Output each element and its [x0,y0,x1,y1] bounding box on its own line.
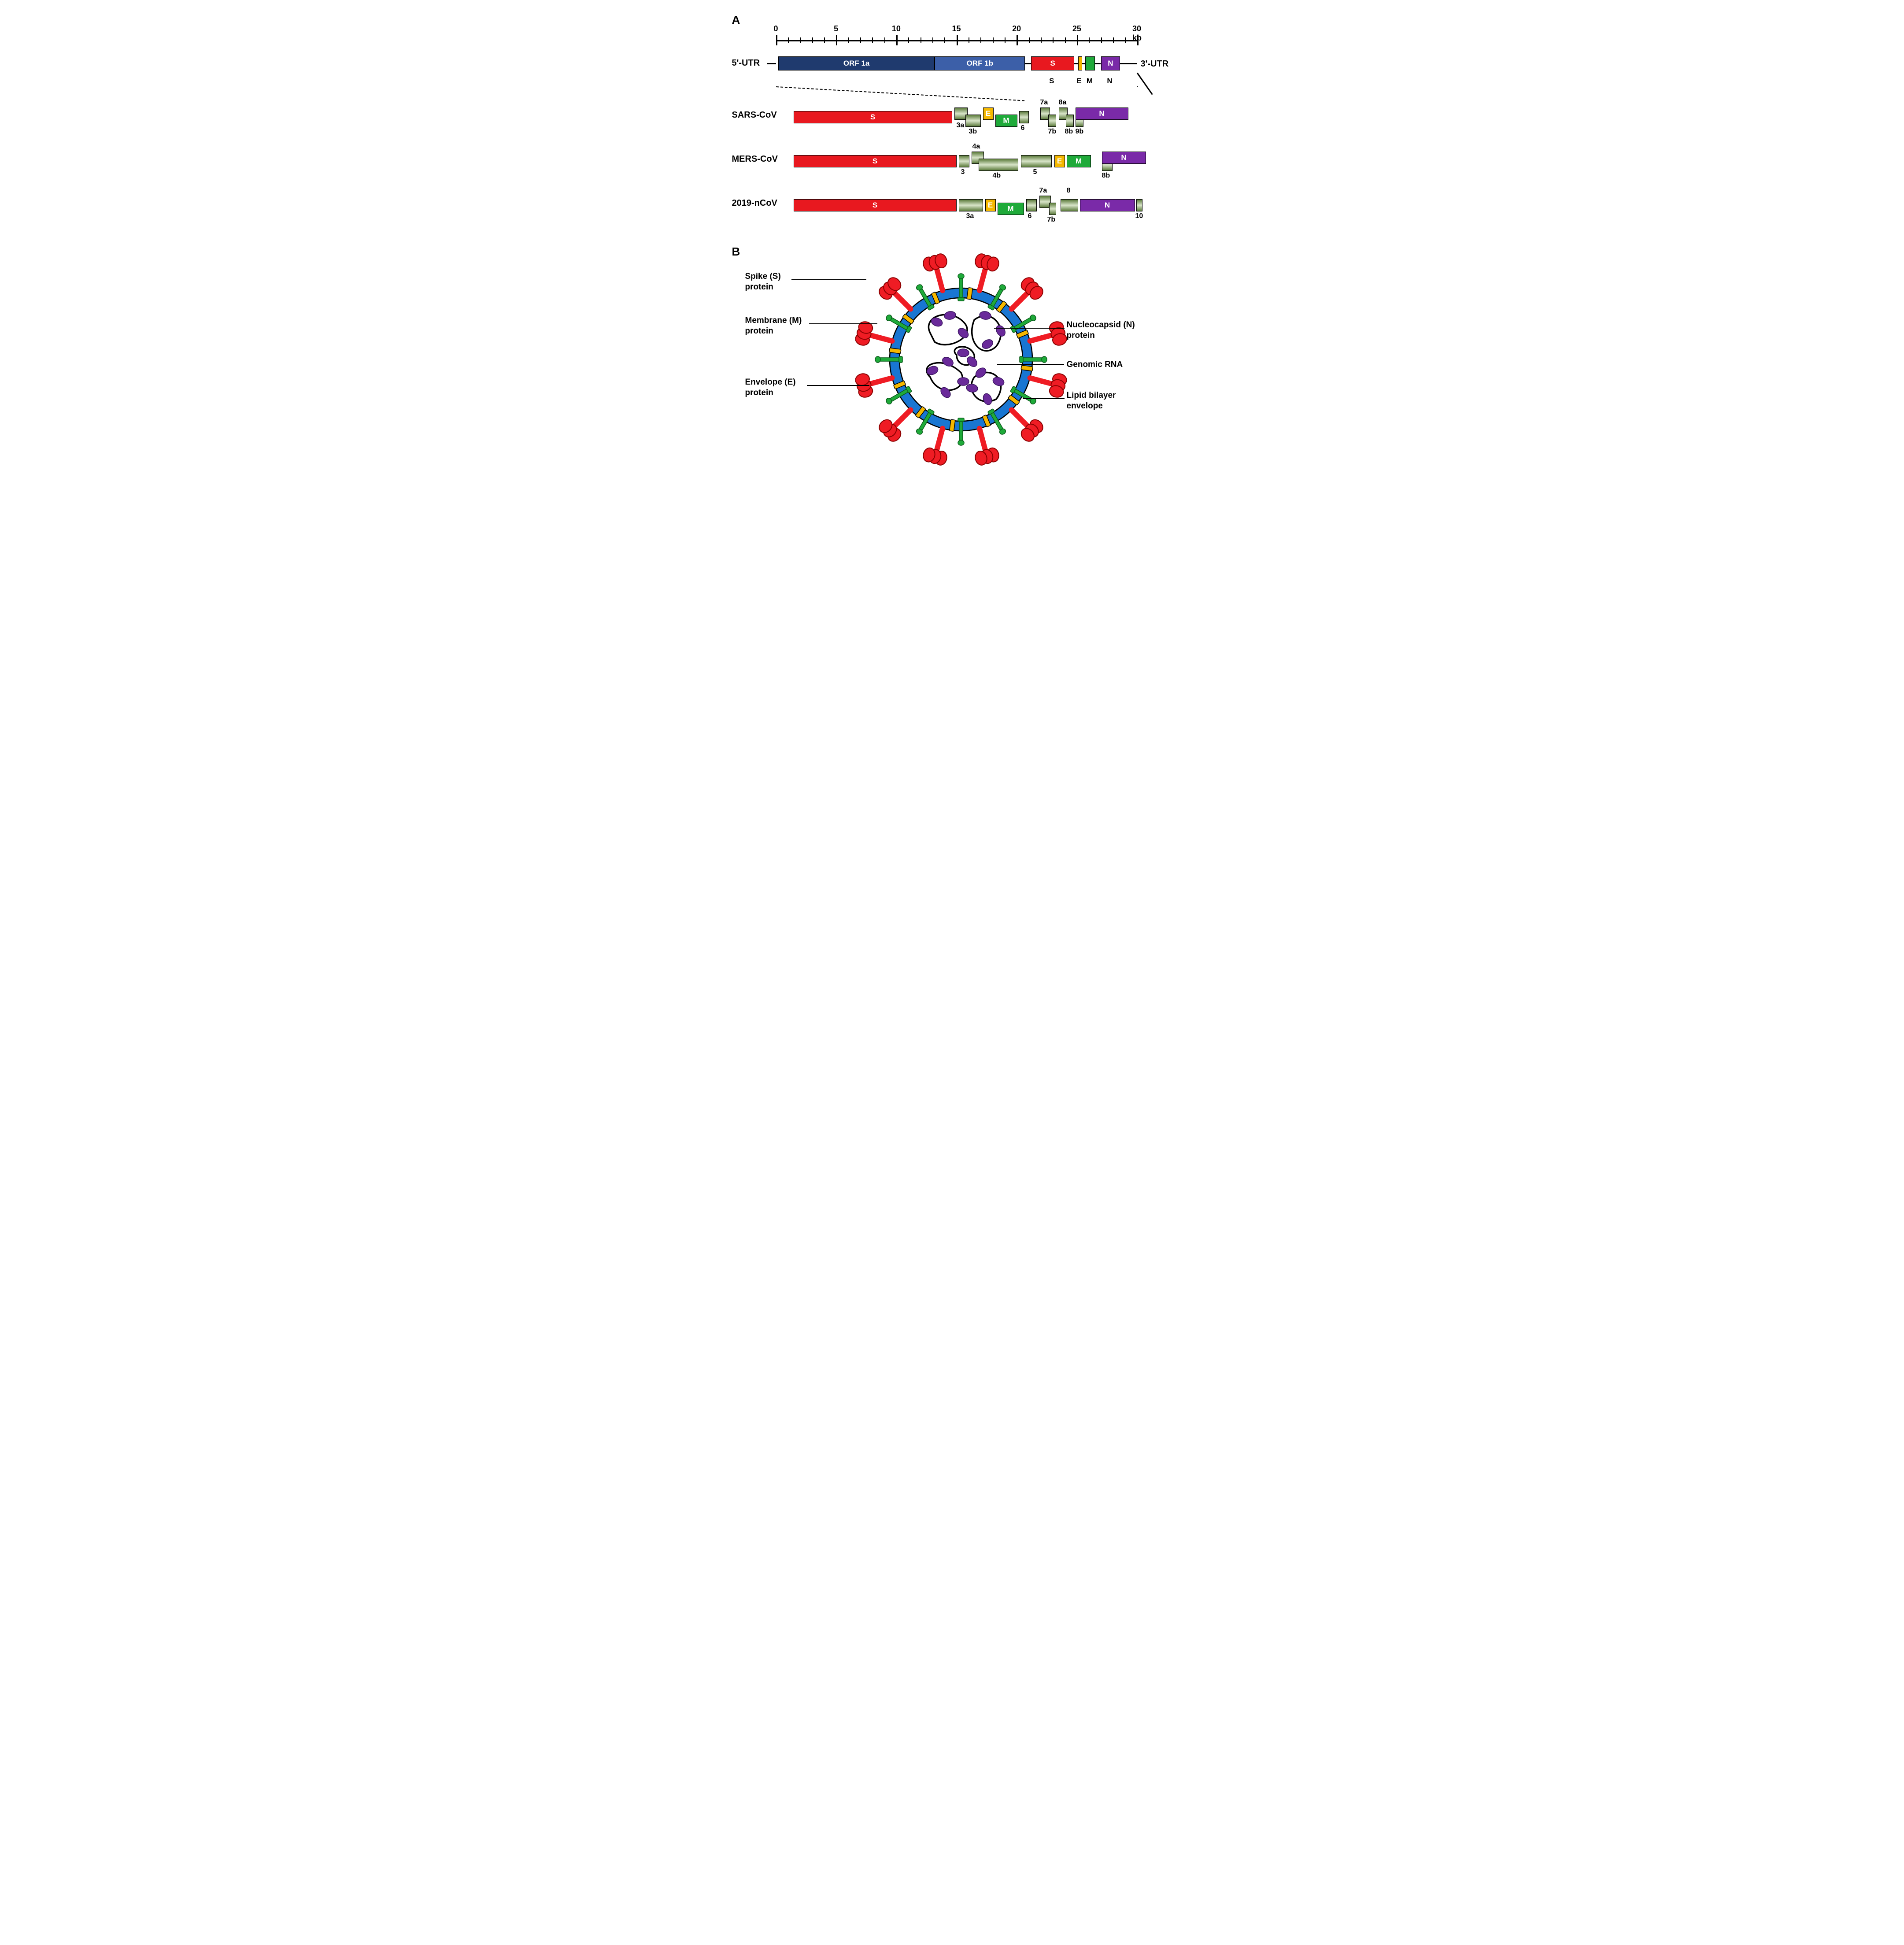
gene-segment [1019,111,1029,123]
panel-a-label: A [732,13,740,26]
gene-segment [1026,199,1037,211]
species-track: S3aEM67a7b8N10 [794,192,1155,219]
gene-segment [1136,199,1142,211]
ruler-tick-label: 15 [952,24,961,33]
gene-segment: M [998,203,1024,215]
orf-label: 6 [1028,212,1032,220]
genome-block: S [1031,56,1074,70]
species-row: MERS-CoVS34a4b5EM8bN [732,148,1172,174]
gene-segment [1066,115,1074,127]
species-row: 2019-nCoVS3aEM67a7b8N10 [732,192,1172,219]
nucleocapsid-line [994,328,1065,329]
orf-label: 4a [972,143,980,151]
panel-b: B Spike (S)protein Membrane (M)protein E… [732,245,1172,492]
rna-label: Genomic RNA [1067,359,1123,370]
envelope-line [807,385,869,386]
orf-label: 4b [993,172,1001,180]
genome-block [1085,56,1095,70]
gene-segment: S [794,111,952,123]
gene-segment [1021,155,1052,167]
envelope-label: Envelope (E)protein [745,377,796,398]
expansion-lines [776,86,1137,104]
kb-ruler: 051015202530 kb [776,27,1137,53]
gene-segment [965,115,981,127]
orf-label: 7a [1039,187,1047,195]
orf-label: 9b [1076,128,1084,136]
genome-block: N [1101,56,1120,70]
ruler-tick-label: 5 [834,24,838,33]
orf-label: 7b [1047,216,1056,224]
gene-segment: N [1102,152,1146,164]
orf-label: 7b [1048,128,1057,136]
gene-segment [979,159,1018,171]
ruler-tick-label: 10 [892,24,901,33]
gene-segment: M [1067,155,1091,167]
orf-label: 10 [1135,212,1143,220]
gene-segment: E [985,199,996,211]
genome-block-label: E [1076,77,1081,85]
species-track: S3a3bEM67a7b8a8b9bN [794,104,1155,130]
orf-label: 8b [1102,172,1110,180]
gene-segment: M [995,115,1017,127]
panel-b-label: B [732,245,740,259]
species-name: MERS-CoV [732,154,778,164]
orf-label: 3b [969,128,977,136]
orf-label: 8a [1059,99,1067,107]
spike-label: Spike (S)protein [745,271,781,293]
utr3-label: 3'-UTR [1141,59,1169,69]
ruler-tick-label: 30 kb [1132,24,1142,43]
genome-overview-track: ORF 1aORF 1b S N 3'-UTR [776,56,1172,70]
panel-a: A 051015202530 kb 5'-UTR ORF 1aORF 1bSN3… [732,13,1172,219]
species-row: SARS-CoVS3a3bEM67a7b8a8b9bN [732,104,1172,130]
orf-label: 7a [1040,99,1048,107]
species-container: SARS-CoVS3a3bEM67a7b8a8b9bNMERS-CoVS34a4… [732,104,1172,219]
genome-block-label: M [1087,77,1093,85]
species-name: 2019-nCoV [732,198,777,208]
gene-segment: E [1054,155,1065,167]
genome-overview-labels: S EM N [776,77,1137,86]
ruler-tick-label: 0 [773,24,778,33]
genome-block: ORF 1b [935,56,1025,70]
genome-block: ORF 1a [778,56,935,70]
nucleocapsid-label: Nucleocapsid (N)protein [1067,320,1135,341]
bilayer-line [1023,398,1065,399]
spike-line [791,279,866,280]
figure: A 051015202530 kb 5'-UTR ORF 1aORF 1bSN3… [732,13,1172,492]
species-track: S34a4b5EM8bN [794,148,1155,174]
orf-label: 3a [957,122,965,130]
genome-block [1078,56,1083,70]
gene-segment [959,155,969,167]
bilayer-label: Lipid bilayerenvelope [1067,390,1116,411]
gene-segment: S [794,155,957,167]
orf-label: 3a [966,212,974,220]
genome-overview-row: 5'-UTR ORF 1aORF 1bSN3'-UTR [732,53,1172,73]
gene-segment: S [794,199,957,211]
orf-label: 8b [1065,128,1073,136]
genome-block-label: S [1049,77,1054,85]
gene-segment [959,199,983,211]
expansion-right-line [1136,73,1153,95]
species-name: SARS-CoV [732,110,777,120]
orf-label: 6 [1021,124,1025,132]
gene-segment [1048,115,1056,127]
membrane-label: Membrane (M)protein [745,315,802,337]
gene-segment: N [1080,199,1135,211]
gene-segment [1061,199,1078,211]
orf-label: 3 [961,168,965,176]
orf-label: 5 [1033,168,1037,176]
expansion-dash [776,86,1024,101]
membrane-line [809,323,877,324]
ruler-tick-label: 25 [1072,24,1081,33]
genome-block-label: N [1107,77,1112,85]
ruler-tick-label: 20 [1012,24,1021,33]
rna-line [997,364,1064,365]
gene-segment: E [983,107,994,120]
gene-segment [1049,203,1056,215]
virus-diagram [855,245,1067,474]
orf-label: 8 [1067,187,1071,195]
gene-segment: N [1076,107,1128,120]
